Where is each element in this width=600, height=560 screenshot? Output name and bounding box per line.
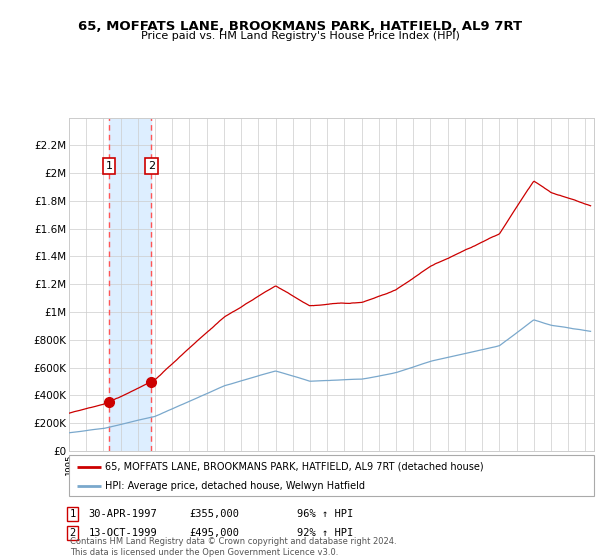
Text: Price paid vs. HM Land Registry's House Price Index (HPI): Price paid vs. HM Land Registry's House … (140, 31, 460, 41)
Text: 65, MOFFATS LANE, BROOKMANS PARK, HATFIELD, AL9 7RT: 65, MOFFATS LANE, BROOKMANS PARK, HATFIE… (78, 20, 522, 32)
Text: Contains HM Land Registry data © Crown copyright and database right 2024.
This d: Contains HM Land Registry data © Crown c… (70, 537, 396, 557)
Text: 1: 1 (106, 161, 113, 171)
Text: HPI: Average price, detached house, Welwyn Hatfield: HPI: Average price, detached house, Welw… (105, 480, 365, 491)
Text: £495,000: £495,000 (189, 528, 239, 538)
Text: 2: 2 (70, 528, 76, 538)
Text: £355,000: £355,000 (189, 509, 239, 519)
Text: 2: 2 (148, 161, 155, 171)
Text: 1: 1 (70, 509, 76, 519)
Text: 92% ↑ HPI: 92% ↑ HPI (297, 528, 353, 538)
Text: 30-APR-1997: 30-APR-1997 (89, 509, 158, 519)
Bar (109, 118, 151, 451)
Text: 96% ↑ HPI: 96% ↑ HPI (297, 509, 353, 519)
FancyBboxPatch shape (69, 455, 594, 496)
Text: 13-OCT-1999: 13-OCT-1999 (89, 528, 158, 538)
Text: 65, MOFFATS LANE, BROOKMANS PARK, HATFIELD, AL9 7RT (detached house): 65, MOFFATS LANE, BROOKMANS PARK, HATFIE… (105, 461, 484, 472)
